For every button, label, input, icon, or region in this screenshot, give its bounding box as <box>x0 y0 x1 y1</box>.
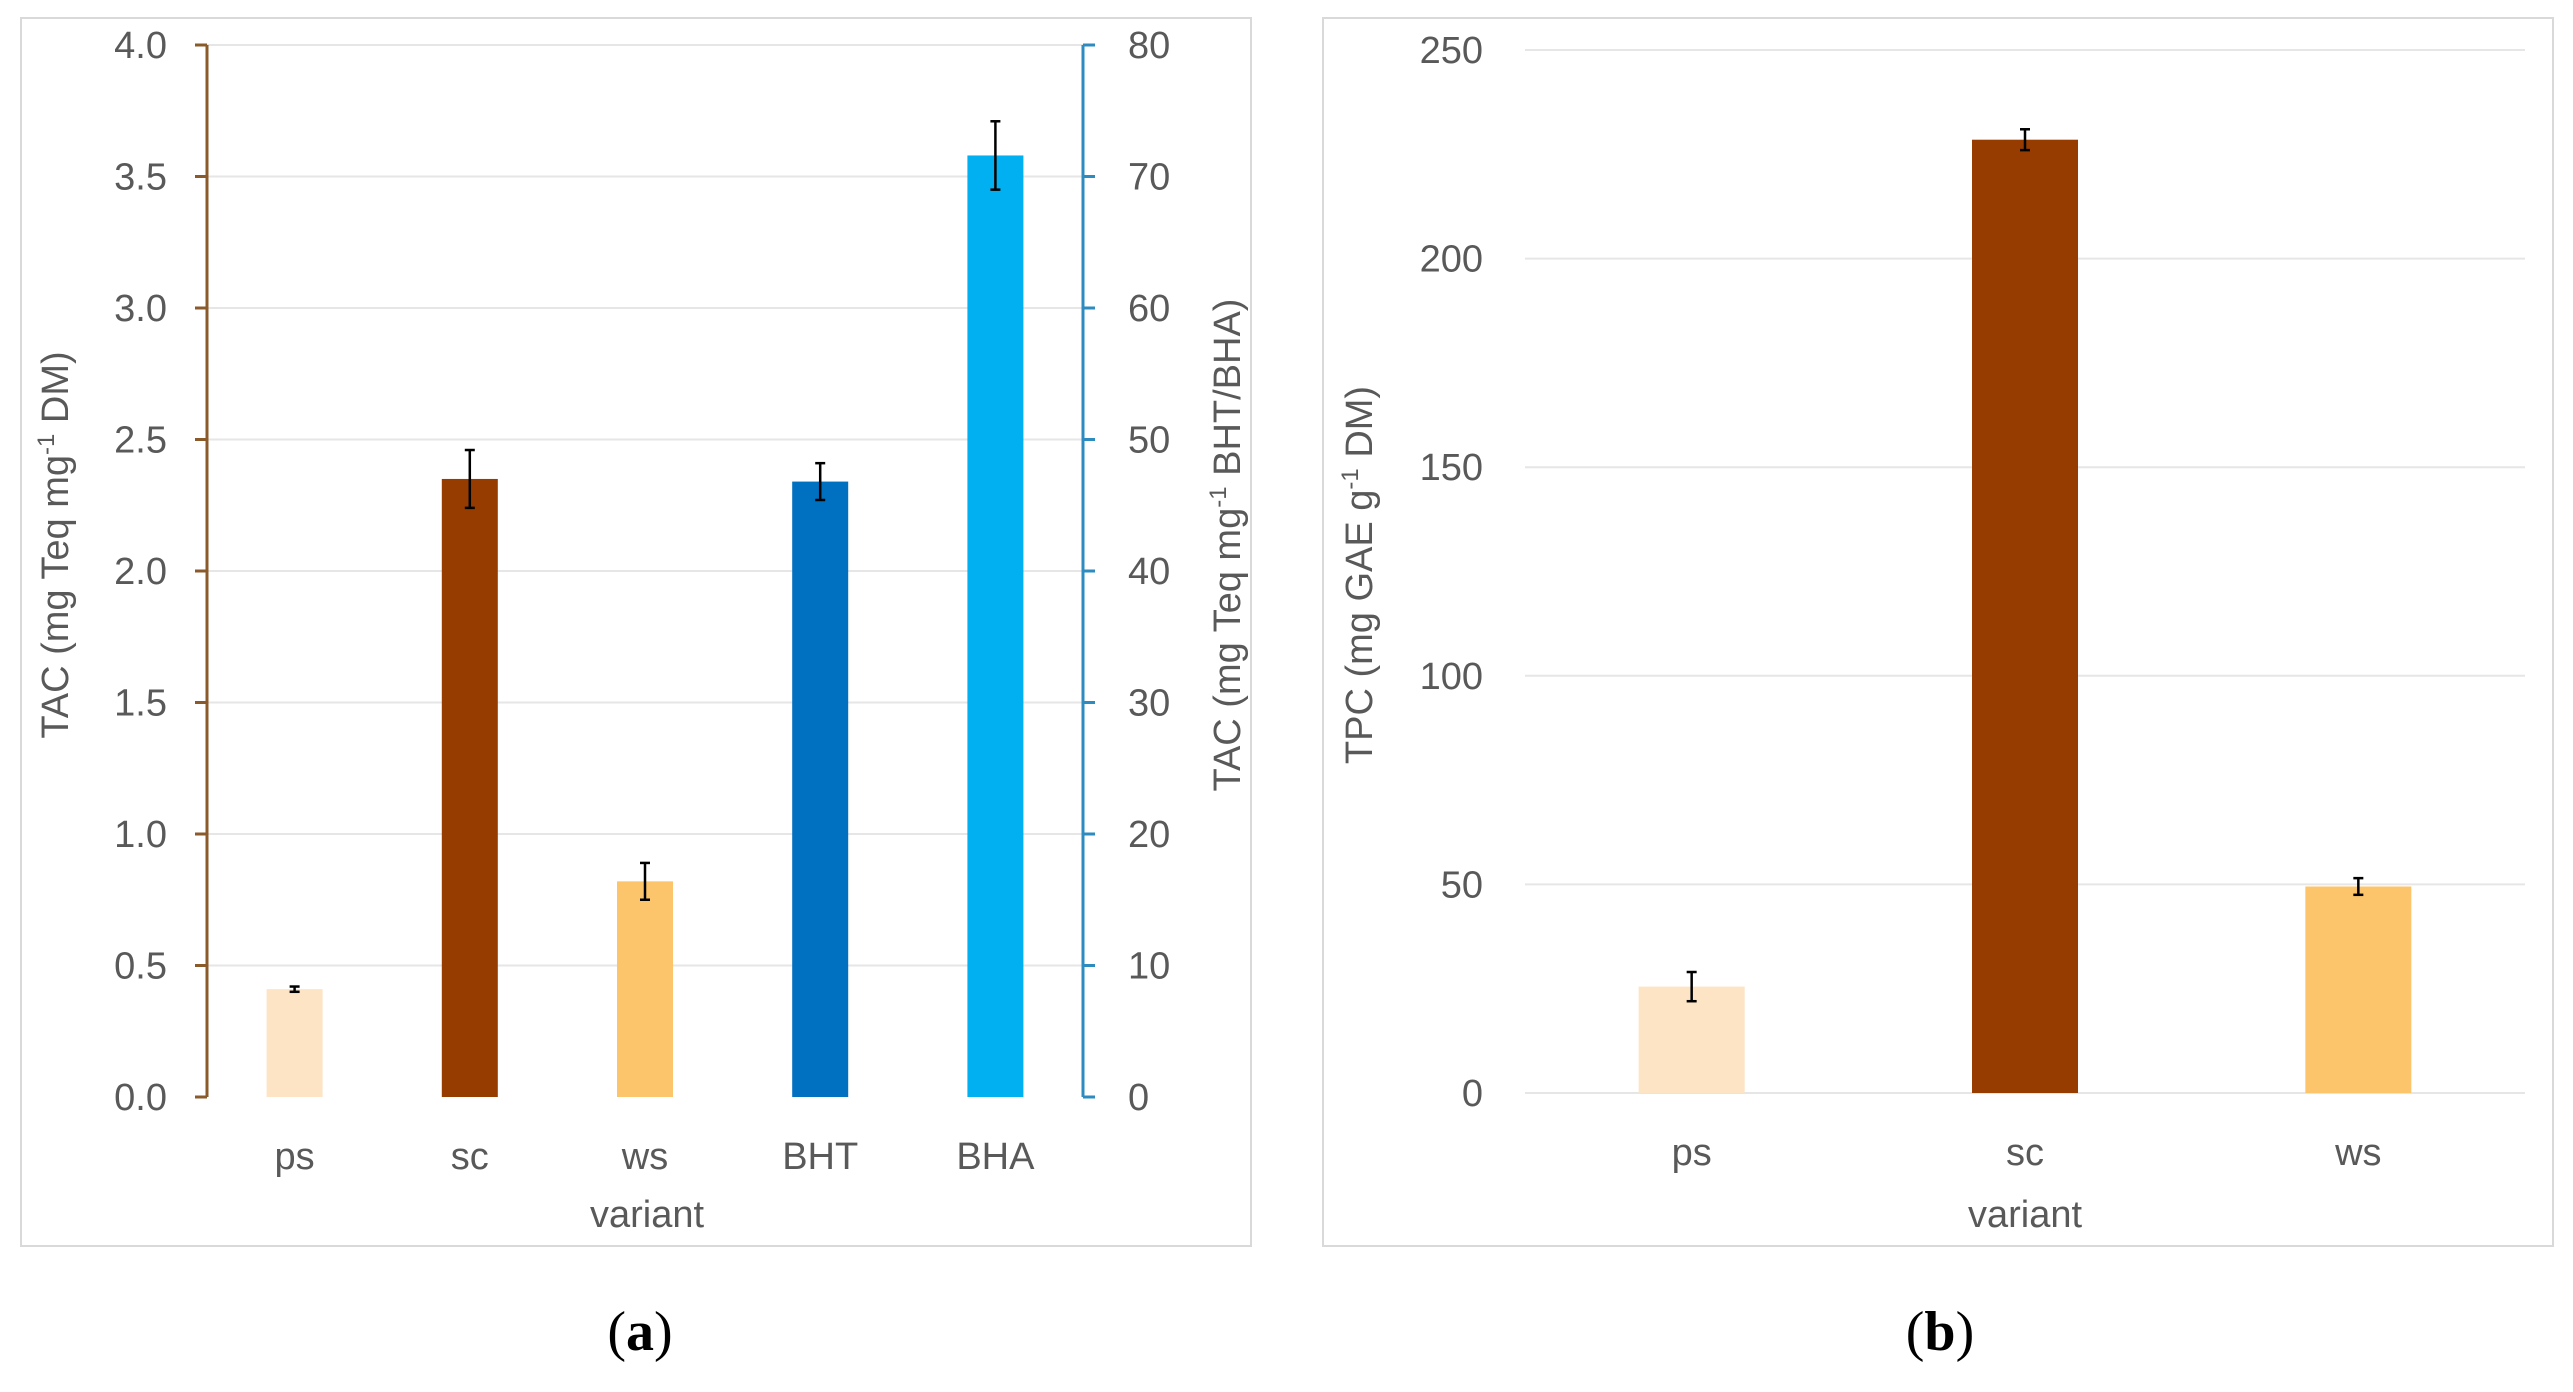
panel-a-x-tick-label: ps <box>275 1136 315 1178</box>
panel-a-bar-ws <box>617 881 673 1097</box>
panel-b-y-tick-label: 0 <box>1462 1073 1483 1115</box>
panel-a-x-tick-label: BHT <box>782 1136 858 1178</box>
panel-a-bars <box>266 155 1024 1098</box>
panel-a-y-right-tick-label: 10 <box>1128 946 1170 988</box>
panel-a-x-tick-label: sc <box>451 1136 489 1178</box>
panel-a-bar-sc <box>441 478 498 1097</box>
panel-b-label: (b) <box>1906 1301 1974 1363</box>
panel-a-y-left-tick-label: 3.0 <box>114 288 167 330</box>
panel-a-y-right-tick-label: 0 <box>1128 1077 1149 1119</box>
panel-a-error-bars <box>289 120 1001 994</box>
panel-b-bar-ws <box>2305 886 2412 1093</box>
panel-b-bars <box>1638 139 2412 1093</box>
panel-a-bar-bha <box>967 155 1024 1097</box>
panel-a-frame <box>20 17 1252 1247</box>
panel-b-chart: 0 50 100 150 200 250 ps sc ws TPC (mg GAE g-1 DM… <box>1322 17 2554 1247</box>
panel-a-y-left-tick-label: 2.0 <box>114 551 167 593</box>
panel-b-x-tick-label: ps <box>1672 1132 1712 1174</box>
panel-a-x-tick-label: BHA <box>956 1136 1035 1178</box>
panel-a-y-left-tick-label: 0.5 <box>114 946 167 988</box>
panel-a-y-right-tick-label: 20 <box>1128 814 1170 856</box>
panel-a-y-right-tick-label: 40 <box>1128 551 1170 593</box>
panel-a-y-left-tick-label: 1.0 <box>114 814 167 856</box>
panel-b-x-tick-label: sc <box>2006 1132 2044 1174</box>
panel-a-x-tick-label: ws <box>621 1136 668 1178</box>
panel-b-x-tick-label: ws <box>2334 1132 2381 1174</box>
panel-b-y-label: TPC (mg GAE g-1 DM) <box>1337 386 1381 764</box>
panel-a-y-right-tick-label: 60 <box>1128 288 1170 330</box>
panel-a-y-right-tick-label: 50 <box>1128 420 1170 462</box>
panel-a-y-left-tick-label: 2.5 <box>114 420 167 462</box>
panel-a-y-right-label: TAC (mg Teq mg-1 BHT/BHA) <box>1205 299 1249 792</box>
panel-a-tick-labels: 0.0 0.5 1.0 1.5 2.0 2.5 3.0 3.5 4.0 0 10 20 30 40 50 60… <box>114 25 1170 1178</box>
panel-a-y-left-tick-label: 0.0 <box>114 1077 167 1119</box>
panel-b-frame <box>1322 17 2554 1247</box>
panel-a-y-left-tick-label: 3.5 <box>114 157 167 199</box>
panel-b-y-tick-label: 100 <box>1420 656 1483 698</box>
panel-a-label: (a) <box>607 1301 672 1363</box>
panel-b-y-tick-label: 200 <box>1420 239 1483 281</box>
panel-a-x-label: variant <box>590 1194 704 1236</box>
panel-a-bar-bht <box>792 481 849 1098</box>
panel-a-y-left-tick-label: 1.5 <box>114 683 167 725</box>
panel-a-y-left-tick-label: 4.0 <box>114 25 167 67</box>
panel-b-error-bars <box>1686 128 2364 1003</box>
panel-b-bar-ps <box>1638 986 1745 1093</box>
panel-a-axes <box>195 43 1095 1099</box>
panel-b-tick-labels: 0 50 100 150 200 250 ps sc ws <box>1420 30 2382 1174</box>
panel-a-y-left-label: TAC (mg Teq mg-1 DM) <box>33 351 77 738</box>
panel-b-x-label: variant <box>1968 1194 2082 1236</box>
panel-a-bar-ps <box>266 989 323 1097</box>
panel-a-gridlines <box>207 44 1083 967</box>
panel-b-y-tick-label: 50 <box>1441 864 1483 906</box>
panel-a-y-right-tick-label: 70 <box>1128 157 1170 199</box>
panel-b-y-tick-label: 150 <box>1420 447 1483 489</box>
panel-a-chart: 0.0 0.5 1.0 1.5 2.0 2.5 3.0 3.5 4.0 0 10 20 30 40 50 60… <box>20 17 1252 1247</box>
panel-a-y-right-tick-label: 80 <box>1128 25 1170 67</box>
panel-b-bar-sc <box>1972 139 2078 1093</box>
panel-b-y-tick-label: 250 <box>1420 30 1483 72</box>
panel-a-y-right-tick-label: 30 <box>1128 683 1170 725</box>
